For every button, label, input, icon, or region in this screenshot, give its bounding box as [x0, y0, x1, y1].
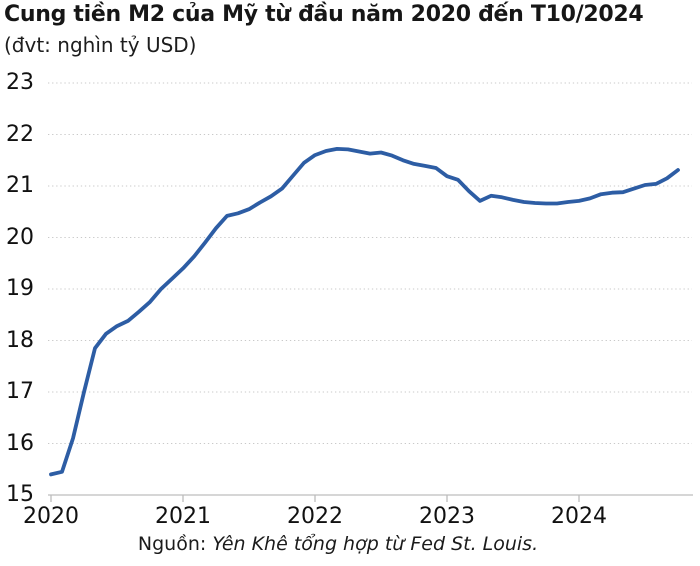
y-tick-label: 15	[6, 482, 34, 507]
x-tick-label: 2022	[287, 504, 343, 529]
y-tick-label: 19	[6, 276, 34, 301]
chart-title: Cung tiền M2 của Mỹ từ đầu năm 2020 đến …	[4, 2, 644, 27]
x-tick-label: 2023	[419, 504, 475, 529]
y-tick-label: 23	[6, 70, 34, 95]
x-tick-label: 2020	[23, 504, 79, 529]
x-tick-label: 2024	[551, 504, 607, 529]
source-prefix: Nguồn:	[137, 533, 213, 555]
source-text: Yên Khê tổng hợp từ Fed St. Louis.	[212, 533, 539, 555]
y-tick-label: 16	[6, 430, 34, 456]
source-note: Nguồn: Yên Khê tổng hợp từ Fed St. Louis…	[0, 533, 676, 555]
y-tick-label: 18	[6, 327, 34, 353]
y-tick-label: 20	[6, 224, 34, 250]
y-tick-label: 21	[6, 173, 34, 198]
chart-subtitle: (đvt: nghìn tỷ USD)	[4, 33, 197, 57]
y-tick-label: 22	[6, 121, 34, 147]
y-tick-label: 17	[6, 379, 34, 404]
x-tick-label: 2021	[155, 504, 211, 529]
m2-series-line	[49, 146, 680, 477]
